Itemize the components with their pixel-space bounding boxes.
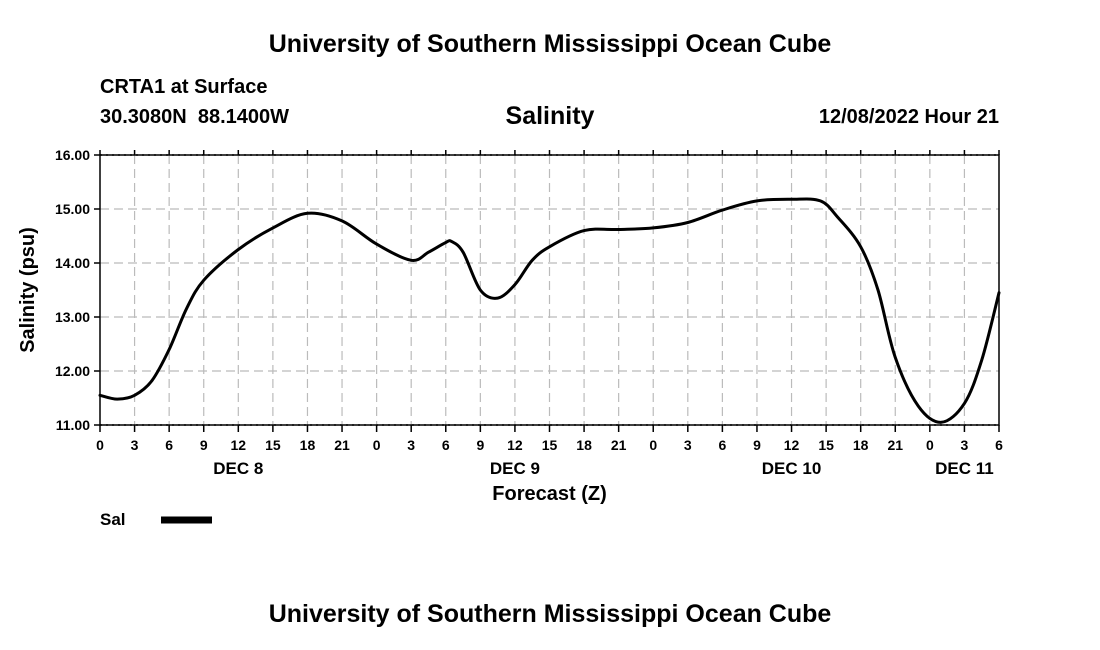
x-tick-label: 9 <box>753 437 761 453</box>
x-tick-label: 15 <box>265 437 281 453</box>
x-tick-label: 0 <box>373 437 381 453</box>
x-tick-label: 12 <box>231 437 247 453</box>
x-tick-label: 0 <box>96 437 104 453</box>
x-tick-label: 3 <box>407 437 415 453</box>
y-tick-label: 11.00 <box>56 417 90 433</box>
x-tick-label: 21 <box>887 437 903 453</box>
day-label: DEC 8 <box>213 459 263 478</box>
day-label: DEC 9 <box>490 459 540 478</box>
x-tick-label: 15 <box>818 437 834 453</box>
y-tick-label: 15.00 <box>55 201 90 217</box>
x-axis-label: Forecast (Z) <box>492 483 606 505</box>
coordinates-label: 30.3080N 88.1400W <box>100 106 290 128</box>
x-tick-label: 12 <box>784 437 800 453</box>
day-label: DEC 10 <box>762 459 822 478</box>
x-tick-label: 3 <box>131 437 139 453</box>
y-tick-label: 14.00 <box>55 255 90 271</box>
salinity-chart: 11.00 12.00 13.00 14.00 15.00 16.00 0 3 6 9 12 15 1… <box>17 147 1003 529</box>
issued-timestamp: 12/08/2022 Hour 21 <box>818 106 999 128</box>
x-tick-label: 6 <box>995 437 1003 453</box>
x-tick-label: 15 <box>542 437 558 453</box>
x-tick-labels: 0 3 6 9 12 15 18 21 0 3 6 9 12 15 18 21 0 3 6 9 12 15 18 21 0 3 6 <box>96 437 1003 453</box>
x-tick-label: 0 <box>649 437 657 453</box>
x-tick-label: 9 <box>200 437 208 453</box>
day-labels: DEC 8 DEC 9 DEC 10 DEC 11 <box>213 459 993 478</box>
grid-lines <box>100 154 999 426</box>
x-tick-label: 18 <box>576 437 592 453</box>
top-title: University of Southern Mississippi Ocean… <box>268 30 832 58</box>
y-axis-label: Salinity (psu) <box>17 227 39 353</box>
x-tick-label: 3 <box>961 437 969 453</box>
x-tick-label: 0 <box>926 437 934 453</box>
y-tick-label: 12.00 <box>55 363 90 379</box>
x-tick-label: 21 <box>334 437 350 453</box>
chart-title: Salinity <box>505 102 595 130</box>
x-tick-label: 18 <box>300 437 316 453</box>
legend-label-sal: Sal <box>100 510 126 529</box>
x-tick-label: 6 <box>165 437 173 453</box>
x-tick-label: 18 <box>853 437 869 453</box>
x-tick-label: 6 <box>718 437 726 453</box>
x-tick-label: 12 <box>507 437 523 453</box>
series-line-sal <box>98 197 1001 424</box>
day-label: DEC 11 <box>935 459 994 478</box>
legend: Sal <box>100 510 212 529</box>
x-tick-label: 9 <box>476 437 484 453</box>
y-tick-labels: 11.00 12.00 13.00 14.00 15.00 16.00 <box>55 147 90 433</box>
y-tick-label: 13.00 <box>55 309 90 325</box>
y-tick-label: 16.00 <box>55 147 90 163</box>
x-tick-label: 6 <box>442 437 450 453</box>
x-tick-label: 3 <box>684 437 692 453</box>
bottom-title: University of Southern Mississippi Ocean… <box>268 600 832 628</box>
axis-ticks <box>94 150 1000 432</box>
station-label: CRTA1 at Surface <box>100 76 268 98</box>
x-tick-label: 21 <box>611 437 627 453</box>
